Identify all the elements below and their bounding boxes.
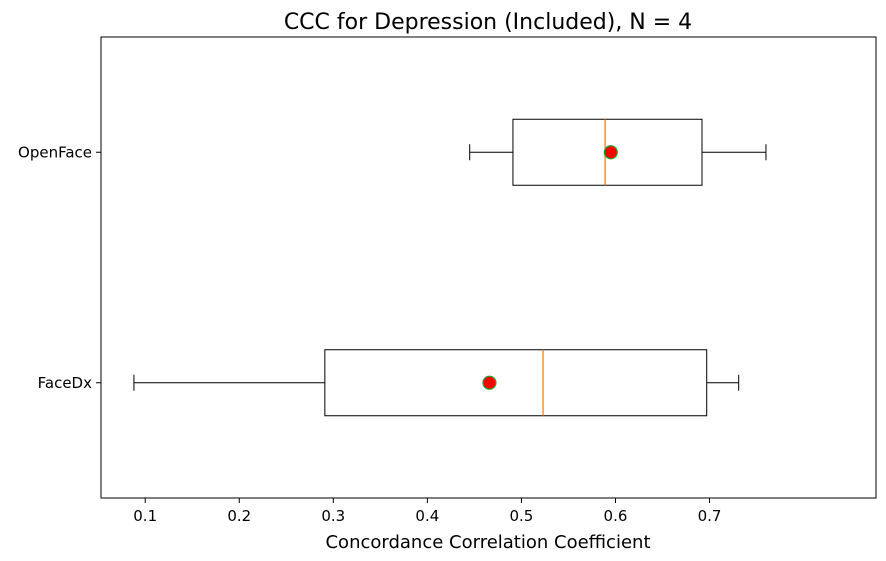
box-iqr	[512, 118, 703, 186]
box-openface	[469, 118, 767, 186]
chart-title: CCC for Depression (Included), N = 4	[284, 10, 692, 35]
box-iqr	[324, 349, 708, 417]
y-axis-ticks: FaceDx OpenFace	[18, 143, 101, 392]
x-tick-label: 0.7	[698, 507, 722, 525]
x-tick-label: 0.4	[415, 507, 439, 525]
x-tick-label: 0.2	[227, 507, 251, 525]
mean-marker	[603, 145, 618, 160]
x-tick-label: 0.5	[509, 507, 533, 525]
box-series	[133, 118, 767, 417]
mean-marker	[482, 375, 497, 390]
x-axis-ticks: 0.1 0.2 0.3 0.4 0.5 0.6 0.7	[133, 498, 721, 525]
plot-area-frame	[100, 36, 877, 499]
y-tick-label-openface: OpenFace	[18, 143, 92, 161]
x-tick-label: 0.3	[321, 507, 345, 525]
box-facedx	[133, 349, 740, 417]
x-tick-label: 0.6	[604, 507, 628, 525]
y-tick-label-facedx: FaceDx	[38, 374, 92, 392]
x-axis-label: Concordance Correlation Coefficient	[325, 532, 650, 553]
x-tick-label: 0.1	[133, 507, 157, 525]
